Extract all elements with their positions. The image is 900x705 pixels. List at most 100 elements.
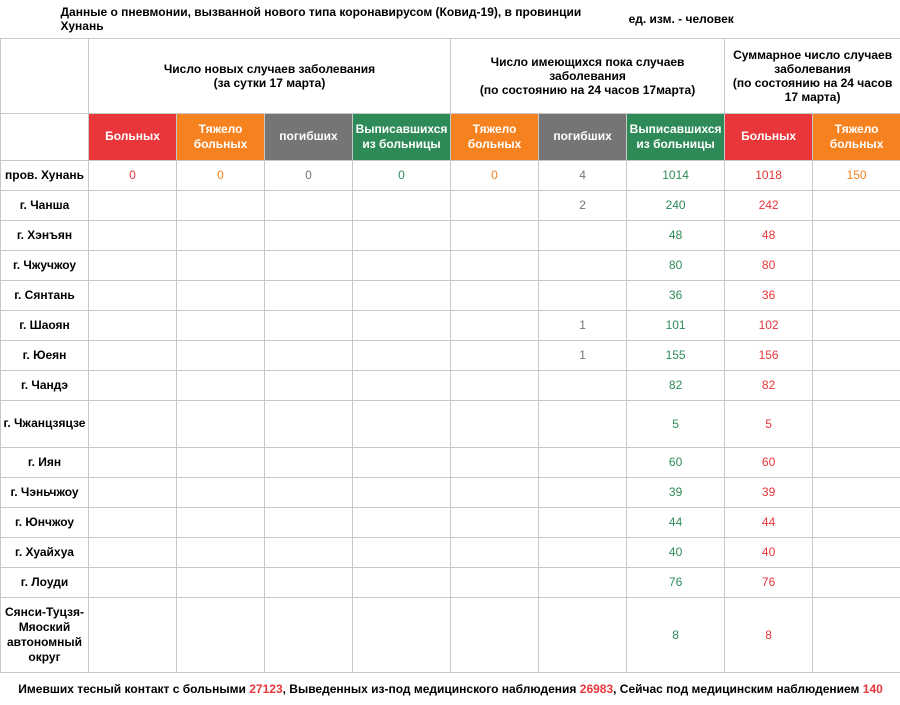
- cell: [450, 446, 539, 478]
- footer-label: Имевших тесный контакт с больными: [18, 681, 246, 696]
- cell: 80: [626, 249, 726, 281]
- cell: [537, 219, 628, 251]
- cell: 44: [626, 506, 726, 538]
- footer-value: 27123: [249, 681, 283, 696]
- cell: [537, 476, 628, 508]
- table-row: г. Иян 60 60: [0, 446, 900, 478]
- cell: 0: [352, 159, 451, 191]
- group-header: Суммарное число случаев заболевания (по …: [724, 37, 900, 114]
- table-row: г. Хуайхуа 40 40: [0, 536, 900, 568]
- cell: [176, 369, 265, 401]
- cell: [264, 536, 353, 568]
- cell: [812, 369, 900, 401]
- column-header: Тяжело больных: [176, 112, 265, 161]
- cell: [176, 339, 265, 371]
- column-header: Больных: [724, 112, 814, 161]
- cell: 5: [626, 399, 726, 448]
- cell: 39: [724, 476, 814, 508]
- cell: [264, 339, 353, 371]
- cell: 0: [176, 159, 265, 191]
- cell: 39: [626, 476, 726, 508]
- cell: 40: [724, 536, 814, 568]
- cell: [450, 189, 539, 221]
- cell: 60: [724, 446, 814, 478]
- table-row: г. Лоуди 76 76: [0, 566, 900, 598]
- cell: 150: [812, 159, 900, 191]
- table-row: пров. Хунань 0 0 0 0 0 4 1014 1018 150: [0, 159, 900, 191]
- title: Данные о пневмонии, вызванной нового тип…: [60, 4, 582, 33]
- table-row: г. Хэнъян 48 48: [0, 219, 900, 251]
- row-name: г. Лоуди: [0, 566, 89, 598]
- cell: [812, 506, 900, 538]
- cell: [812, 219, 900, 251]
- cell: [537, 399, 628, 448]
- table-row: г. Шаоян 1 101 102: [0, 309, 900, 341]
- cell: 155: [626, 339, 726, 371]
- cell: 2: [537, 189, 628, 221]
- cell: [450, 279, 539, 311]
- cell: [88, 566, 177, 598]
- cell: [812, 566, 900, 598]
- cell: [537, 279, 628, 311]
- row-name: г. Чандэ: [0, 369, 89, 401]
- cell: 80: [724, 249, 814, 281]
- cell: [537, 536, 628, 568]
- table-row: г. Чанша 2 240 242: [0, 189, 900, 221]
- cell: [812, 596, 900, 673]
- row-name: г. Чанша: [0, 189, 89, 221]
- cell: [352, 506, 451, 538]
- cell: [812, 399, 900, 448]
- cell: [537, 369, 628, 401]
- footer-label: , Сейчас под медицинским наблюдением: [613, 681, 860, 696]
- cell: [264, 446, 353, 478]
- cell: 0: [450, 159, 539, 191]
- cell: 82: [626, 369, 726, 401]
- cell: [352, 566, 451, 598]
- cell: [176, 249, 265, 281]
- cell: 0: [88, 159, 177, 191]
- cell: [537, 506, 628, 538]
- cell: 44: [724, 506, 814, 538]
- cell: 1018: [724, 159, 814, 191]
- cell: [450, 339, 539, 371]
- cell: [352, 339, 451, 371]
- cell: [812, 189, 900, 221]
- cell: 1: [537, 339, 628, 371]
- column-header: погибших: [264, 112, 353, 161]
- cell: [352, 249, 451, 281]
- footer-value: 26983: [579, 681, 614, 696]
- cell: 76: [626, 566, 726, 598]
- cell: [264, 309, 353, 341]
- cell: [352, 596, 451, 673]
- cell: [537, 249, 628, 281]
- table-row: г. Юеян 1 155 156: [0, 339, 900, 371]
- cell: [450, 369, 539, 401]
- table-row: Сянси-Туцзя-Мяоский автономный округ 8 8: [0, 596, 900, 673]
- cell: [537, 596, 628, 673]
- cell: [88, 536, 177, 568]
- cell: [812, 446, 900, 478]
- footer: Имевших тесный контакт с больными 27123,…: [1, 672, 900, 705]
- unit: ед. изм. - человек: [628, 11, 734, 26]
- cell: [88, 596, 177, 673]
- cell: [88, 369, 177, 401]
- cell: [352, 399, 451, 448]
- group-header-row: Число новых случаев заболевания (за сутк…: [0, 37, 900, 114]
- cell: [812, 309, 900, 341]
- cell: [88, 399, 177, 448]
- table-row: г. Чжанцзяцзе 5 5: [0, 399, 900, 448]
- table-row: г. Юнчжоу 44 44: [0, 506, 900, 538]
- row-name: г. Шаоян: [0, 309, 89, 341]
- cell: [88, 249, 177, 281]
- cell: [88, 189, 177, 221]
- column-header: Больных: [88, 112, 177, 161]
- column-header: Выписавшихся из больницы: [352, 112, 451, 161]
- row-name: г. Юнчжоу: [0, 506, 89, 538]
- row-name: г. Сянтань: [0, 279, 89, 311]
- cell: 60: [626, 446, 726, 478]
- cell: [88, 279, 177, 311]
- column-header-row: Больных Тяжело больных погибших Выписавшихс…: [0, 112, 900, 161]
- row-name: г. Чэньчжоу: [0, 476, 89, 508]
- cell: [352, 536, 451, 568]
